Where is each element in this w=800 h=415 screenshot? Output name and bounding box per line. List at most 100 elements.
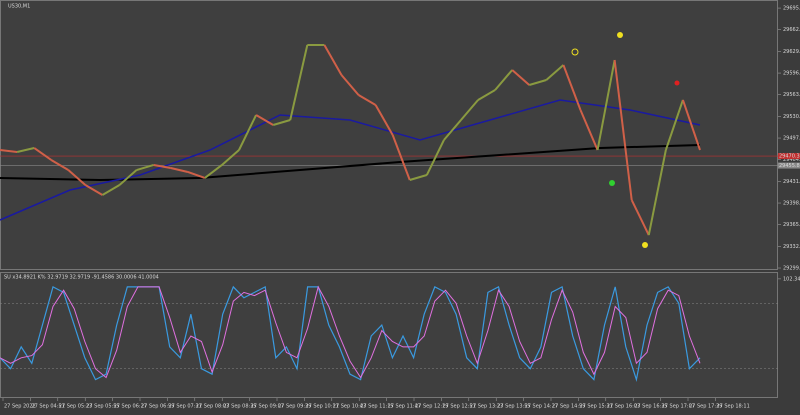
y-tick-label: 29530.70 bbox=[783, 114, 800, 120]
price-segment bbox=[630, 199, 650, 236]
stoch-signal-line bbox=[0, 285, 701, 379]
y-tick-label: 29563.70 bbox=[783, 92, 800, 98]
price-segment bbox=[67, 169, 87, 186]
price-segment bbox=[170, 167, 189, 173]
time-label: 27 Sep 05:55 bbox=[86, 404, 119, 410]
indicator-label: SU x34.8921 K% 32.9719 32.9719 -91.4586 … bbox=[4, 275, 159, 281]
time-label: 27 Sep 16:03 bbox=[607, 404, 640, 410]
price-segment bbox=[579, 109, 599, 151]
price-segment bbox=[681, 99, 701, 151]
y-tick-label: 29431.70 bbox=[783, 179, 800, 185]
price-segment bbox=[255, 114, 274, 126]
price-segment bbox=[16, 146, 35, 153]
stoch-main-line bbox=[0, 285, 701, 382]
time-label: 27 Sep 11:47 bbox=[388, 404, 421, 410]
time-label: 27 Sep 14:59 bbox=[552, 404, 585, 410]
price-segment bbox=[374, 104, 394, 136]
price-segment bbox=[596, 59, 616, 151]
y-tick-label: 29464.70 bbox=[783, 157, 800, 163]
signal-marker bbox=[617, 32, 623, 38]
time-label: 27 Sep 09:39 bbox=[278, 404, 311, 410]
price-segment bbox=[187, 171, 206, 179]
time-label: 27 Sep 16:35 bbox=[634, 404, 667, 410]
ask-label: 29455.80 bbox=[779, 163, 800, 169]
time-label: 27 Sep 10:43 bbox=[333, 404, 366, 410]
time-label: 27 Sep 09:07 bbox=[251, 404, 284, 410]
price-segment bbox=[289, 44, 309, 121]
price-segment bbox=[664, 99, 684, 151]
ma-slow-line bbox=[0, 99, 701, 221]
price-segment bbox=[101, 184, 121, 196]
y-tick-label: 29497.70 bbox=[783, 136, 800, 142]
y-tick-label: 29695.70 bbox=[783, 6, 800, 12]
signals bbox=[571, 32, 680, 248]
time-label: 27 Sep 04:51 bbox=[31, 404, 64, 410]
time-label: 27 Sep 15:31 bbox=[579, 404, 612, 410]
price-segment bbox=[460, 99, 479, 121]
y-tick-label: 29299.70 bbox=[783, 266, 800, 272]
price-segment bbox=[204, 164, 223, 179]
price-segment bbox=[136, 164, 154, 171]
price-segment bbox=[443, 119, 462, 141]
time-label: 27 Sep 18:11 bbox=[716, 404, 749, 410]
time-label: 27 Sep 06:27 bbox=[114, 404, 147, 410]
y-tick-label: 29398.70 bbox=[783, 201, 800, 207]
price-segment bbox=[391, 134, 411, 181]
time-label: 27 Sep 06:59 bbox=[141, 404, 174, 410]
time-label: 27 Sep 12:19 bbox=[415, 404, 448, 410]
time-label: 27 Sep 2022 bbox=[4, 404, 36, 410]
price-segment bbox=[84, 184, 103, 196]
price-segment bbox=[272, 119, 291, 126]
time-label: 27 Sep 17:39 bbox=[689, 404, 722, 410]
price-segment bbox=[153, 163, 171, 169]
y-tick-label: 29332.70 bbox=[783, 244, 800, 250]
price-segment bbox=[477, 89, 496, 101]
price-segment bbox=[358, 94, 377, 106]
y-tick-label: 29365.70 bbox=[783, 222, 800, 228]
time-label: 27 Sep 13:55 bbox=[497, 404, 530, 410]
time-label: 27 Sep 11:15 bbox=[360, 404, 393, 410]
bid-tag bbox=[778, 153, 800, 160]
time-label: 27 Sep 13:23 bbox=[470, 404, 503, 410]
ask-tag bbox=[778, 162, 800, 169]
signal-marker bbox=[674, 80, 680, 86]
price-segment bbox=[545, 64, 565, 81]
price-segment bbox=[511, 69, 530, 86]
y-tick-label: 29596.70 bbox=[783, 71, 800, 77]
time-label: 27 Sep 08:03 bbox=[196, 404, 229, 410]
time-label: 27 Sep 17:07 bbox=[662, 404, 695, 410]
price-segment bbox=[409, 174, 428, 181]
time-label: 27 Sep 10:11 bbox=[305, 404, 338, 410]
price-segment bbox=[494, 69, 513, 91]
price-segment bbox=[528, 79, 547, 86]
signal-marker bbox=[571, 48, 579, 56]
time-label: 27 Sep 07:31 bbox=[168, 404, 201, 410]
price-segment bbox=[340, 74, 360, 96]
time-label: 27 Sep 08:35 bbox=[223, 404, 256, 410]
y-tick-label: 102.3439 bbox=[783, 276, 800, 282]
signal-marker bbox=[642, 242, 648, 248]
price-segment bbox=[50, 159, 69, 171]
price-segment bbox=[238, 114, 257, 151]
price-segment bbox=[33, 147, 52, 161]
price-segment bbox=[562, 64, 582, 111]
time-label: 27 Sep 12:51 bbox=[442, 404, 475, 410]
signal-marker bbox=[609, 180, 615, 186]
price-segment bbox=[221, 149, 240, 166]
price-segment bbox=[647, 149, 667, 236]
price-segment bbox=[0, 149, 18, 153]
bid-label: 29470.30 bbox=[779, 154, 800, 160]
price-segment bbox=[323, 44, 343, 76]
main-panel bbox=[0, 0, 778, 270]
time-label: 27 Sep 14:27 bbox=[525, 404, 558, 410]
indicator-panel bbox=[0, 272, 778, 398]
symbol-label: US30,M1 bbox=[8, 4, 30, 10]
price-segment bbox=[425, 139, 445, 176]
y-tick-label: 29662.70 bbox=[783, 27, 800, 33]
y-tick-label: 29629.70 bbox=[783, 49, 800, 55]
price-segment bbox=[613, 59, 633, 201]
price-segment bbox=[118, 169, 138, 186]
time-label: 27 Sep 05:23 bbox=[59, 404, 92, 410]
